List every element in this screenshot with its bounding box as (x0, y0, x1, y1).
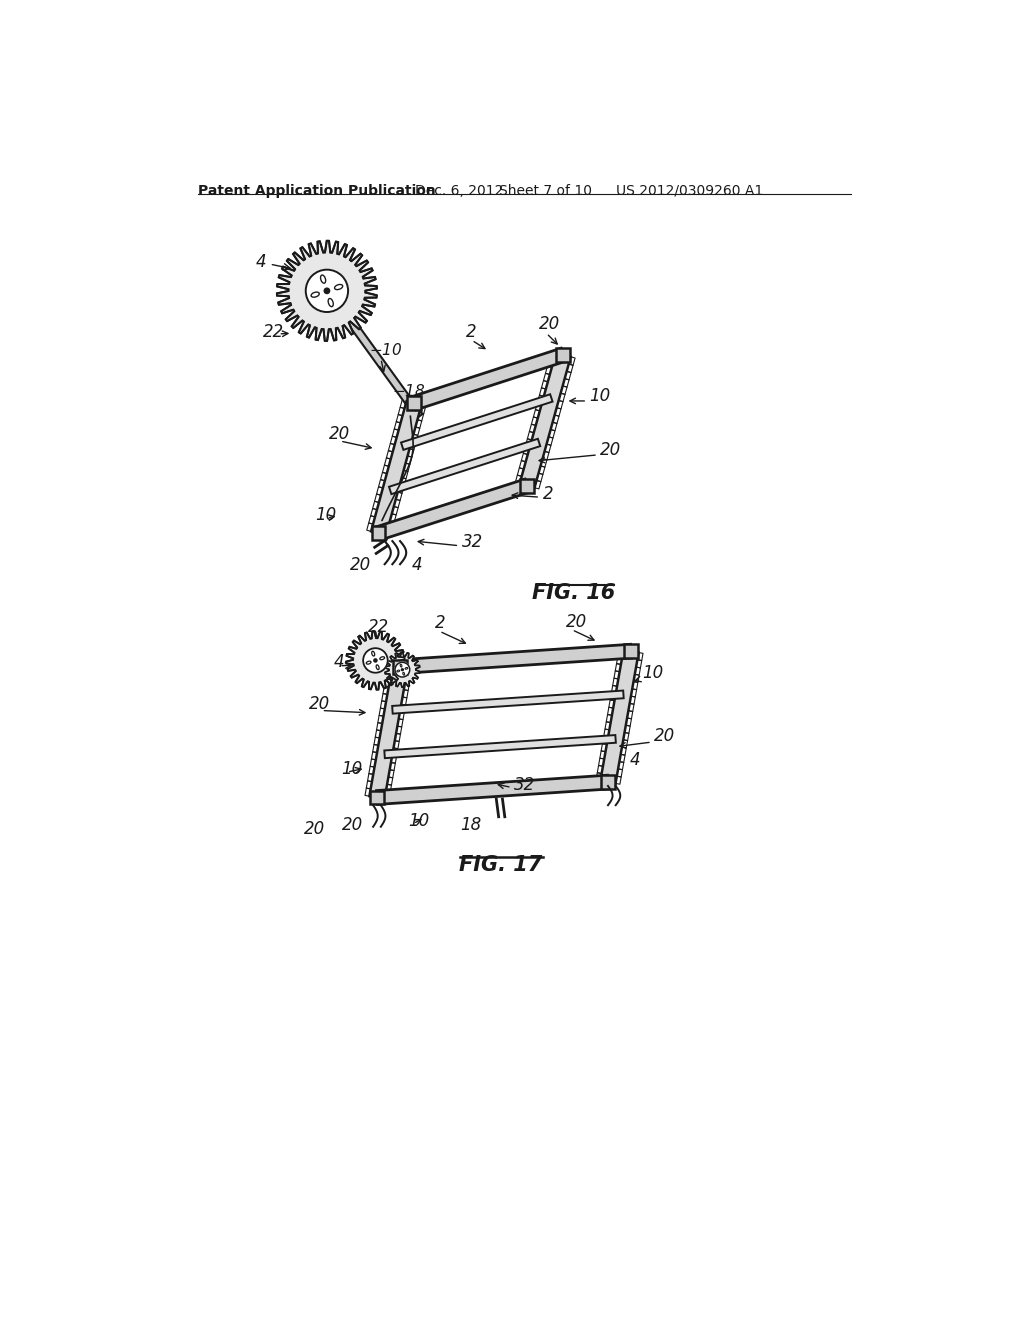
Text: 20: 20 (350, 556, 372, 574)
Ellipse shape (311, 292, 319, 297)
Polygon shape (371, 401, 421, 536)
Text: Sheet 7 of 10: Sheet 7 of 10 (499, 183, 592, 198)
Polygon shape (346, 631, 404, 689)
Text: 4: 4 (334, 652, 344, 671)
Text: 32: 32 (462, 533, 483, 552)
Circle shape (374, 659, 377, 663)
Text: 10: 10 (590, 387, 610, 405)
Text: Patent Application Publication: Patent Application Publication (199, 183, 436, 198)
Text: 32: 32 (514, 776, 536, 793)
Polygon shape (412, 348, 565, 409)
Ellipse shape (321, 275, 326, 284)
Circle shape (395, 663, 410, 677)
Text: 10: 10 (342, 760, 362, 779)
Ellipse shape (376, 665, 379, 669)
Bar (393, 660, 407, 673)
Bar (370, 791, 384, 804)
Text: 20: 20 (304, 821, 325, 838)
Circle shape (364, 648, 388, 673)
Text: 20: 20 (600, 441, 622, 459)
Text: 20: 20 (342, 816, 364, 834)
Text: $-$10: $-$10 (370, 342, 402, 358)
Polygon shape (330, 294, 423, 418)
Text: 20: 20 (539, 315, 560, 334)
Bar (625, 644, 638, 659)
Bar (407, 396, 421, 411)
Polygon shape (377, 479, 529, 540)
Text: 20: 20 (309, 694, 331, 713)
Polygon shape (392, 690, 624, 714)
Bar (601, 775, 614, 789)
Text: US 2012/0309260 A1: US 2012/0309260 A1 (615, 183, 763, 198)
Polygon shape (276, 240, 377, 341)
Bar (556, 348, 570, 362)
Ellipse shape (400, 664, 402, 667)
Polygon shape (370, 665, 408, 799)
Ellipse shape (402, 672, 404, 676)
Text: 4: 4 (412, 556, 422, 574)
Text: 2: 2 (466, 323, 476, 341)
Polygon shape (384, 735, 615, 758)
Ellipse shape (367, 661, 371, 664)
Circle shape (306, 269, 348, 312)
Ellipse shape (372, 651, 375, 656)
Bar (372, 527, 385, 540)
Text: 2: 2 (543, 484, 553, 503)
Polygon shape (399, 644, 632, 673)
Text: 10: 10 (315, 507, 337, 524)
Text: 18: 18 (460, 816, 481, 834)
Text: 20: 20 (330, 425, 350, 444)
Text: 10: 10 (408, 812, 429, 830)
Ellipse shape (380, 657, 385, 660)
Ellipse shape (406, 668, 408, 669)
Polygon shape (401, 395, 553, 450)
Text: 4: 4 (256, 253, 291, 272)
Text: FIG. 16: FIG. 16 (531, 583, 615, 603)
Ellipse shape (335, 285, 343, 289)
Ellipse shape (328, 298, 333, 306)
Ellipse shape (397, 671, 399, 672)
Text: 20: 20 (654, 727, 676, 746)
Polygon shape (520, 352, 570, 487)
Text: FIG. 17: FIG. 17 (459, 855, 542, 875)
Text: 2: 2 (435, 614, 445, 632)
Text: 20: 20 (565, 612, 587, 631)
Polygon shape (389, 438, 541, 494)
Circle shape (401, 669, 403, 671)
Text: 4: 4 (630, 751, 640, 770)
Text: 22: 22 (263, 323, 285, 341)
Polygon shape (385, 652, 420, 688)
Text: 10: 10 (643, 664, 664, 682)
Text: $-$18: $-$18 (392, 383, 426, 399)
Bar (520, 479, 535, 492)
Polygon shape (600, 649, 639, 784)
Text: Dec. 6, 2012: Dec. 6, 2012 (416, 183, 504, 198)
Text: 22: 22 (368, 618, 389, 636)
Polygon shape (377, 775, 608, 804)
Circle shape (325, 288, 330, 293)
